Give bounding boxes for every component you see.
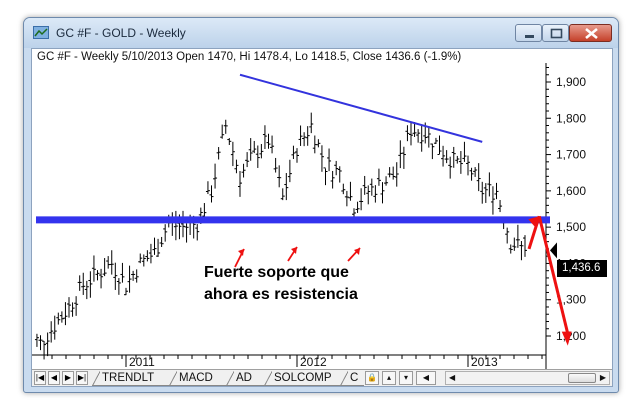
- y-tick-label: 1,600: [556, 184, 586, 198]
- chart-annotation: Fuerte soporte que ahora es resistencia: [204, 262, 358, 306]
- price-chart[interactable]: 1,2001,3001,4001,5001,6001,7001,8001,900…: [32, 49, 614, 369]
- projection-up-arrowhead: [528, 216, 540, 228]
- tab-more[interactable]: C: [340, 371, 364, 386]
- scroll-thumb[interactable]: [568, 373, 596, 383]
- chart-header: GC #F - Weekly 5/10/2013 Open 1470, Hi 1…: [37, 51, 462, 63]
- y-tick-label: 1,200: [556, 329, 586, 343]
- support-arrow-head: [354, 248, 360, 255]
- x-tick-label: 2013: [471, 355, 498, 369]
- tab-macd[interactable]: MACD: [169, 371, 226, 386]
- scale-down-icon[interactable]: ▾: [399, 371, 413, 385]
- window-title: GC #F - GOLD - Weekly: [56, 26, 186, 40]
- support-arrow-head: [238, 249, 244, 256]
- annotation-line-1: Fuerte soporte que: [204, 264, 349, 281]
- projection-down-arrowhead: [561, 331, 572, 346]
- last-price-tag: 1,436.6: [557, 260, 607, 277]
- tab-solcomp[interactable]: SOLCOMP: [264, 371, 340, 386]
- scale-up-icon[interactable]: ▴: [382, 371, 396, 385]
- last-page-button[interactable]: ▶|: [76, 371, 88, 385]
- x-tick-label: 2011: [129, 355, 155, 369]
- minimize-button[interactable]: [515, 24, 542, 42]
- y-tick-label: 1,800: [556, 111, 586, 125]
- title-bar[interactable]: GC #F - GOLD - Weekly: [24, 18, 618, 48]
- bottom-toolbar: |◀ ◀ ▶ ▶| TRENDLT MACD AD SOLCOMP C 🔒 ▴ …: [32, 369, 612, 386]
- chart-area[interactable]: 1,2001,3001,4001,5001,6001,7001,8001,900…: [31, 48, 613, 387]
- y-tick-label: 1,900: [556, 75, 586, 89]
- close-icon: [585, 27, 598, 40]
- close-button[interactable]: [569, 24, 612, 42]
- tab-trendlt[interactable]: TRENDLT: [92, 371, 169, 386]
- next-page-button[interactable]: ▶: [62, 371, 74, 385]
- y-tick-label: 1,300: [556, 293, 586, 307]
- y-tick-label: 1,500: [556, 220, 586, 234]
- chevron-left-icon[interactable]: ◀: [416, 371, 436, 385]
- resistance-trendline[interactable]: [239, 73, 483, 143]
- lock-icon[interactable]: 🔒: [365, 371, 379, 385]
- scroll-left-icon[interactable]: ◀: [449, 373, 456, 382]
- x-tick-label: 2012: [300, 355, 327, 369]
- support-arrow-head: [291, 247, 297, 254]
- chart-app-icon: [33, 26, 49, 39]
- prev-page-button[interactable]: ◀: [48, 371, 60, 385]
- maximize-icon: [550, 28, 563, 39]
- y-tick-label: 1,700: [556, 148, 586, 162]
- price-tag-pointer: [550, 242, 557, 259]
- maximize-button[interactable]: [542, 24, 569, 42]
- tab-ad[interactable]: AD: [226, 371, 264, 386]
- projection-up-arrow[interactable]: [527, 215, 541, 250]
- projection-down-arrow[interactable]: [537, 215, 570, 334]
- scroll-right-icon[interactable]: ▶: [599, 373, 606, 382]
- chart-window: GC #F - GOLD - Weekly 1,2001,3001,4001,5…: [23, 17, 619, 393]
- horizontal-scrollbar[interactable]: ◀ ▶: [445, 371, 610, 385]
- first-page-button[interactable]: |◀: [34, 371, 46, 385]
- annotation-line-2: ahora es resistencia: [204, 286, 358, 303]
- minimize-icon: [525, 35, 534, 38]
